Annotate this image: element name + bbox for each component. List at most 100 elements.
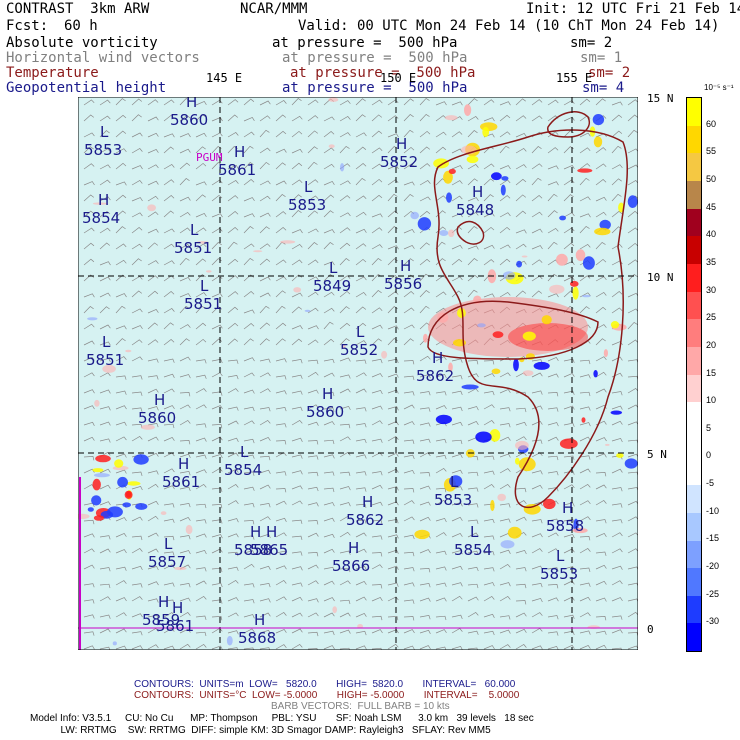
wind-barb [115,566,127,571]
wind-barb [275,565,287,570]
wind-barb [243,583,255,588]
wind-barb [579,306,590,314]
vorticity-blob [125,349,132,353]
station-label: PGUM [196,151,223,164]
wind-barb [531,612,543,618]
wind-barb [307,210,319,218]
wind-barb [547,584,559,589]
wind-barb [611,291,623,298]
wind-barb [179,162,191,170]
wind-barb [147,644,159,650]
wind-barb [307,242,318,250]
wind-barb [547,241,558,250]
wind-barb [179,227,191,234]
vorticity-blob [501,176,509,181]
wind-barb [307,99,319,106]
vorticity-blob [112,641,117,646]
contours-geopotential: CONTOURS: UNITS=m LOW= 5820.0 HIGH= 5820… [134,679,516,690]
vorticity-blob [491,368,501,375]
wind-barb [131,165,143,170]
wind-barb [547,273,558,282]
wind-barb [339,212,351,218]
wind-barb [83,599,95,604]
wind-barb [243,389,255,394]
wind-barb [275,596,287,602]
wind-barb [83,372,95,378]
wind-barb [403,439,415,444]
wind-barb [163,564,175,570]
wind-barb [243,309,255,314]
wind-barb [515,290,527,298]
wind-barb [227,452,239,458]
vorticity-blob [423,333,428,343]
wind-barb [99,484,111,490]
wind-barb [435,146,447,154]
wind-barb [547,436,559,442]
wind-barb [371,324,383,330]
wind-barb [323,358,335,364]
vorticity-blob [461,384,479,390]
wind-barb [179,583,191,588]
wind-barb [451,550,463,555]
wind-barb [275,517,287,522]
wind-barb [515,147,527,154]
wind-barb [259,305,270,314]
wind-barb [211,242,222,250]
wind-barb [419,597,431,602]
high-center-marker: H [172,599,183,617]
wind-barb [163,388,175,394]
wind-barb [355,340,367,346]
wind-barb [211,194,223,202]
wind-barb [323,163,335,170]
wind-barb [211,391,223,396]
wind-barb [499,453,511,458]
wind-barb [611,356,623,362]
wind-barb [371,535,383,540]
wind-barb [547,407,559,412]
wind-barb [243,438,255,444]
wind-barb [147,339,159,346]
wind-barb [467,164,479,170]
vorticity-blob [293,287,302,293]
vorticity-blob [482,126,490,138]
wind-barb [595,356,607,362]
wind-barb [115,325,127,330]
wind-barb [515,644,527,650]
vorticity-blob [437,312,449,323]
vorticity-blob [253,250,263,253]
wind-barb [115,293,127,298]
colorbar-cell [687,236,701,264]
wind-barb [339,423,351,429]
wind-barb [227,359,239,364]
wind-barb [419,501,431,506]
vorticity-blob [435,414,452,425]
wind-barb [83,548,95,554]
wind-barb [243,503,255,508]
wind-barb [291,551,303,556]
vorticity-blob [624,458,638,469]
wind-barb [403,469,415,475]
wind-barb [211,599,223,604]
wind-barb [595,616,607,621]
wind-barb [355,228,367,234]
wind-barb [243,257,254,266]
vorticity-blob [491,172,502,181]
colorbar-tick-label: -5 [706,478,715,489]
wind-barb [291,596,303,602]
wind-barb [467,583,479,589]
wind-barb [595,211,607,218]
wind-barb [307,291,319,298]
wind-barb [227,241,238,250]
wind-barb [259,469,271,474]
wind-barb [371,258,382,266]
wind-barb [99,548,111,554]
wind-barb [163,485,175,490]
wind-barb [147,388,159,394]
wind-barb [387,452,399,458]
wind-barb [163,114,175,122]
wind-barb [163,423,175,429]
wind-barb [243,486,255,491]
wind-barb [323,612,335,618]
wind-barb [99,324,111,330]
wind-barb [227,388,239,394]
